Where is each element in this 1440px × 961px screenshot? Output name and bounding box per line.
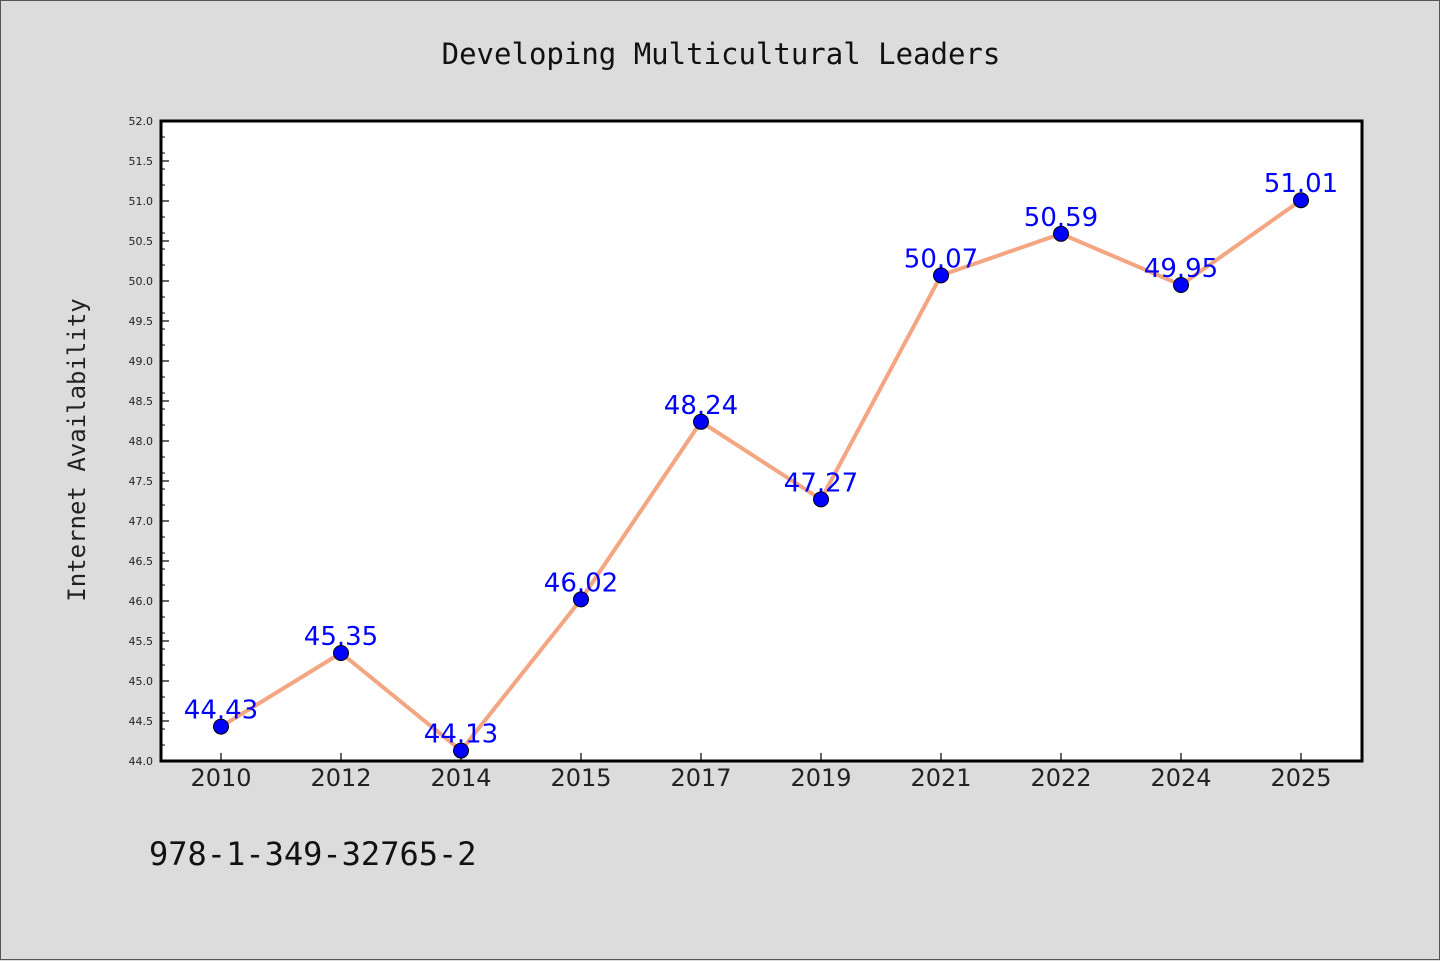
data-label: 50.07 [904, 244, 978, 274]
y-tick-label: 45.5 [129, 635, 154, 648]
series-markers [213, 192, 1309, 759]
y-tick-label: 46.5 [129, 555, 154, 568]
data-point [1053, 225, 1069, 242]
x-tick-label: 2024 [1150, 764, 1211, 792]
data-label: 44.13 [424, 720, 498, 750]
data-label: 45.35 [304, 622, 378, 652]
y-tick-label: 44.5 [129, 715, 154, 728]
data-label: 50.59 [1024, 203, 1098, 233]
data-point [573, 591, 589, 608]
y-tick-label: 48.5 [129, 395, 154, 408]
data-label: 51.01 [1264, 169, 1338, 199]
data-point [1173, 277, 1189, 293]
data-point [333, 645, 349, 661]
x-tick-label: 2022 [1030, 764, 1091, 792]
y-tick-label: 50.0 [129, 275, 154, 288]
y-tick-label: 46.0 [129, 595, 154, 608]
x-tick-label: 2019 [790, 764, 851, 792]
x-tick-label: 2017 [670, 764, 731, 792]
y-tick-label: 49.0 [129, 355, 154, 368]
y-axis-ticks: 44.0 44.5 45.0 45.5 46.0 46.5 47.0 47.5 48.0 48.5… [129, 115, 169, 768]
data-point [693, 413, 709, 430]
data-labels: 44.43 45.35 44.13 46.02 48.24 47.27 50.07 50.59… [184, 169, 1338, 749]
series-line [219, 198, 1303, 754]
y-axis-label: Internet Availability [63, 298, 91, 601]
chart-title: Developing Multicultural Leaders [442, 37, 1001, 71]
x-tick-label: 2012 [310, 764, 371, 792]
x-axis-ticks: 2010 2012 2014 2015 2017 2019 2021 2022 2024 2025 [190, 753, 1332, 792]
x-tick-label: 2010 [190, 764, 251, 792]
data-label: 49.95 [1144, 254, 1218, 284]
isbn-text: 978-1-349-32765-2 [149, 835, 477, 873]
data-point [933, 267, 949, 284]
x-tick-label: 2021 [910, 764, 971, 792]
y-tick-label: 48.0 [129, 435, 154, 448]
data-point [813, 491, 829, 508]
data-point [213, 718, 229, 735]
data-point [1293, 192, 1309, 209]
x-tick-label: 2025 [1270, 764, 1331, 792]
y-tick-label: 45.0 [129, 675, 154, 688]
x-tick-label: 2014 [430, 764, 491, 792]
y-tick-label: 49.5 [129, 315, 154, 328]
y-tick-label: 47.0 [129, 515, 154, 528]
y-tick-label: 51.0 [129, 195, 154, 208]
x-tick-label: 2015 [550, 764, 611, 792]
data-label: 48.24 [664, 391, 738, 421]
y-tick-label: 50.5 [129, 235, 154, 248]
y-tick-label: 44.0 [129, 755, 154, 768]
y-tick-label: 51.5 [129, 155, 154, 168]
data-point [453, 742, 469, 759]
data-label: 44.43 [184, 696, 258, 726]
y-tick-label: 52.0 [129, 115, 154, 128]
y-tick-label: 47.5 [129, 475, 154, 488]
data-label: 47.27 [784, 468, 858, 498]
data-label: 46.02 [544, 568, 618, 598]
plot-area [159, 119, 1364, 763]
